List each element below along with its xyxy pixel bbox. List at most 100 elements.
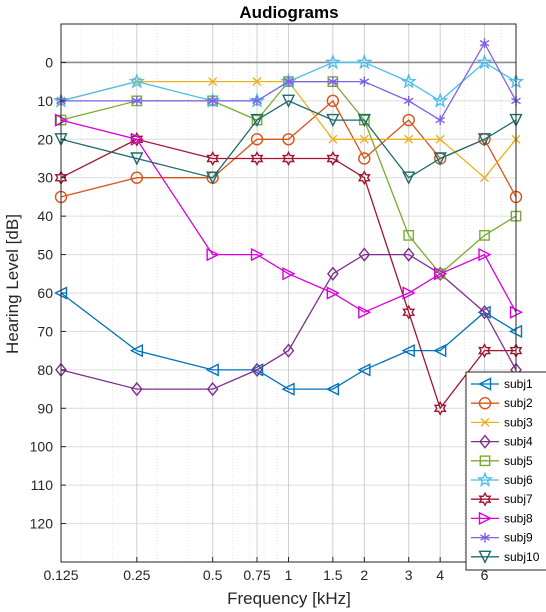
data-point-subj9 — [328, 76, 338, 87]
data-point-subj8 — [326, 286, 340, 300]
x-tick-label: 2 — [360, 567, 368, 583]
data-point-subj3 — [328, 134, 338, 144]
legend-marker — [478, 511, 493, 526]
legend-label: subj3 — [504, 415, 533, 429]
data-point-subj6 — [432, 92, 449, 108]
data-point-subj6 — [400, 73, 417, 89]
data-point-subj3 — [435, 134, 445, 144]
data-point-subj6 — [356, 53, 373, 70]
y-axis-label: Hearing Level [dB] — [3, 214, 22, 354]
data-point-subj6 — [476, 53, 493, 70]
data-point-subj4 — [282, 343, 295, 358]
data-point-subj4 — [358, 247, 371, 262]
legend-marker — [478, 397, 492, 410]
x-tick-label: 3 — [405, 567, 413, 583]
y-tick-label: 0 — [45, 54, 53, 70]
legend-label: subj6 — [504, 473, 533, 487]
legend-entry-subj7: subj7 — [471, 491, 533, 507]
data-point-subj7 — [478, 343, 491, 359]
legend-marker — [477, 377, 492, 391]
data-point-subj8 — [358, 305, 372, 319]
legend-entry-subj5: subj5 — [471, 454, 533, 468]
data-point-subj10 — [402, 171, 416, 185]
y-tick-label: 40 — [37, 208, 53, 224]
data-point-subj9 — [207, 95, 218, 106]
data-point-subj9 — [283, 76, 294, 87]
data-point-subj3 — [480, 173, 490, 183]
legend-entry-subj8: subj8 — [471, 511, 533, 525]
legend-marker — [480, 532, 490, 543]
legend-entry-subj10: subj10 — [471, 550, 540, 564]
data-point-subj3 — [252, 77, 262, 87]
data-point-subj8 — [206, 247, 220, 262]
x-tick-label: 1 — [285, 567, 293, 583]
data-point-subj2 — [402, 113, 415, 127]
y-tick-label: 80 — [37, 362, 53, 378]
data-point-subj4 — [402, 247, 415, 262]
data-point-subj2 — [130, 171, 144, 184]
x-tick-label: 0.5 — [203, 567, 223, 583]
y-tick-label: 20 — [37, 131, 53, 147]
data-point-subj6 — [128, 73, 145, 89]
data-point-subj2 — [250, 133, 264, 146]
data-point-subj9 — [131, 95, 142, 106]
legend-entry-subj6: subj6 — [471, 471, 533, 487]
data-point-subj4 — [206, 381, 219, 397]
series-line-subj1 — [60, 292, 517, 390]
data-point-subj8 — [433, 267, 448, 281]
legend-entry-subj4: subj4 — [471, 434, 533, 449]
data-point-subj10 — [357, 113, 371, 128]
x-tick-label: 0.25 — [123, 567, 150, 583]
series-line-subj4 — [60, 253, 517, 390]
y-tick-label: 60 — [37, 285, 53, 301]
data-point-subj1 — [325, 382, 340, 396]
data-point-subj9 — [479, 38, 490, 49]
data-point-subj10 — [206, 171, 220, 185]
data-point-subj8 — [250, 247, 265, 262]
x-tick-label: 1.5 — [323, 567, 343, 583]
data-point-subj8 — [478, 247, 492, 262]
x-tick-label: 0.75 — [243, 567, 270, 583]
legend-entry-subj9: subj9 — [471, 531, 533, 545]
legend-label: subj4 — [504, 435, 533, 449]
series-line-subj10 — [60, 100, 517, 179]
data-point-subj10 — [477, 133, 492, 147]
x-tick-label: 0.125 — [43, 567, 78, 583]
x-tick-label: 4 — [436, 567, 444, 583]
legend-label: subj2 — [504, 396, 533, 410]
y-tick-label: 50 — [37, 247, 53, 263]
y-tick-label: 100 — [30, 439, 54, 455]
data-point-subj7 — [250, 151, 264, 166]
data-point-subj1 — [433, 344, 447, 358]
legend-marker — [479, 455, 491, 467]
legend-label: subj1 — [504, 377, 533, 391]
data-point-subj8 — [282, 267, 296, 281]
legend-marker — [478, 491, 492, 507]
series-layer — [52, 38, 525, 416]
series-line-subj6 — [60, 61, 517, 102]
data-point-subj2 — [326, 94, 340, 108]
legend-entry-subj1: subj1 — [471, 377, 533, 391]
y-axis-ticks: 0 10 20 30 40 50 60 70 80 90 100 110 120 — [30, 54, 66, 532]
series-subj1 — [53, 286, 523, 396]
data-point-subj5 — [403, 229, 415, 241]
legend-entry-subj2: subj2 — [471, 396, 533, 410]
data-point-subj9 — [403, 95, 414, 106]
data-point-subj8 — [130, 132, 144, 146]
series-line-subj7 — [60, 138, 516, 410]
data-point-subj9 — [359, 76, 370, 87]
grid-lines — [60, 24, 517, 562]
y-tick-label: 110 — [31, 477, 54, 493]
series-subj6 — [52, 53, 525, 108]
series-subj10 — [54, 94, 523, 185]
legend-label: subj8 — [504, 511, 533, 525]
data-point-subj10 — [250, 113, 264, 128]
data-point-subj4 — [251, 362, 263, 378]
y-tick-label: 10 — [37, 93, 53, 109]
legend-label: subj7 — [504, 492, 533, 506]
data-point-subj10 — [433, 152, 447, 166]
data-point-subj1 — [401, 344, 415, 358]
series-subj8 — [54, 113, 524, 319]
data-point-subj7 — [326, 151, 340, 166]
legend-label: subj5 — [504, 454, 533, 468]
